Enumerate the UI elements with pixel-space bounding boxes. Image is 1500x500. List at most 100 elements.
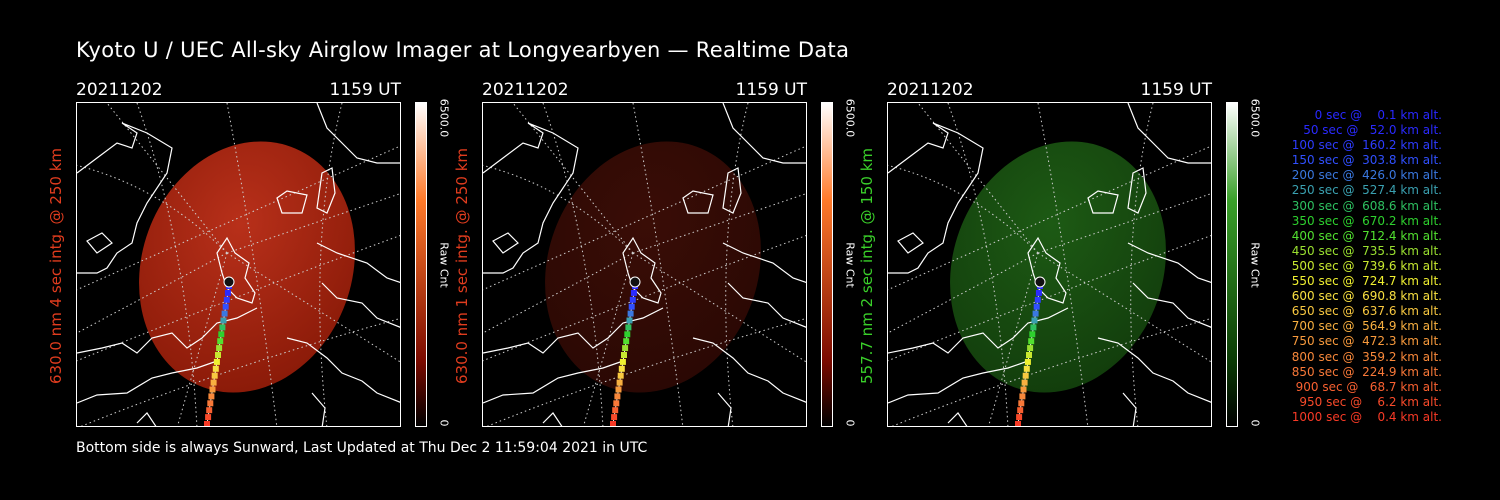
trajectory-point xyxy=(611,414,618,421)
launch-site-marker xyxy=(1034,276,1046,288)
trajectory-point xyxy=(1026,352,1032,358)
coastline xyxy=(321,282,400,328)
grid-line xyxy=(77,252,228,334)
panel-time: 1159 UT xyxy=(329,80,402,100)
colorbar xyxy=(415,102,427,427)
coastline xyxy=(722,242,806,283)
trajectory-point xyxy=(615,386,622,393)
allsky-panel-630-4s: 20211202 1159 UT 630.0 nm 4 sec intg. @ 25… xyxy=(47,80,451,427)
coastline xyxy=(286,337,400,403)
grid-line xyxy=(917,103,1039,254)
trajectory-point xyxy=(209,386,216,393)
trajectory-point xyxy=(612,407,619,414)
trajectory-point xyxy=(614,393,621,400)
coastline xyxy=(492,232,519,254)
launch-site-marker xyxy=(629,276,641,288)
airglow-field xyxy=(545,141,761,393)
legend-entry: 350 sec @ 670.2 km alt. xyxy=(1287,213,1442,228)
page-title: Kyoto U / UEC All-sky Airglow Imager at … xyxy=(76,38,850,62)
legend-entry: 300 sec @ 608.6 km alt. xyxy=(1287,198,1442,213)
coastline xyxy=(888,122,984,274)
legend-entry: 600 sec @ 690.8 km alt. xyxy=(1287,289,1442,304)
grid-line xyxy=(512,103,634,254)
trajectory-point xyxy=(623,338,630,345)
legend-entry: 500 sec @ 739.6 km alt. xyxy=(1287,258,1442,273)
coastline xyxy=(1097,337,1211,403)
trajectory-point xyxy=(216,345,223,352)
legend-entry: 950 sec @ 6.2 km alt. xyxy=(1295,394,1442,409)
coastline xyxy=(1127,167,1147,214)
trajectory-point xyxy=(224,289,231,296)
coastline xyxy=(888,360,1029,404)
panel-time: 1159 UT xyxy=(735,80,808,100)
coastline xyxy=(717,392,732,426)
coastline xyxy=(136,412,157,426)
coastline xyxy=(722,103,806,164)
trajectory-point xyxy=(618,365,625,372)
trajectory-point xyxy=(1028,338,1035,345)
grid-line xyxy=(891,318,1211,426)
coastline xyxy=(622,236,662,304)
trajectory-point xyxy=(1018,400,1025,407)
rocket-trajectory-legend: 0 sec @ 0.1 km alt. 50 sec @ 52.0 km alt… xyxy=(1262,108,1442,425)
legend-entry: 200 sec @ 426.0 km alt. xyxy=(1287,168,1442,183)
legend-entry: 1000 sec @ 0.4 km alt. xyxy=(1291,409,1442,424)
grid-line xyxy=(1037,193,1211,254)
trajectory-point xyxy=(1015,421,1021,426)
trajectory-point xyxy=(1020,386,1027,393)
trajectory-point xyxy=(628,303,635,310)
trajectory-point xyxy=(616,379,623,386)
trajectory-point xyxy=(211,372,218,379)
legend-entry: 900 sec @ 68.7 km alt. xyxy=(1291,379,1442,394)
coastline xyxy=(311,392,326,426)
trajectory-point xyxy=(621,352,627,358)
trajectory-point xyxy=(1027,345,1034,352)
grid-line xyxy=(1037,252,1211,363)
trajectory-point xyxy=(626,317,633,324)
airglow-field xyxy=(950,141,1166,393)
coastline xyxy=(1122,392,1137,426)
allsky-image xyxy=(76,102,401,427)
coastline xyxy=(542,412,563,426)
trajectory-point xyxy=(1032,310,1039,317)
coastline xyxy=(483,122,579,274)
colorbar xyxy=(821,102,833,427)
coastline xyxy=(316,167,336,214)
grid-line xyxy=(136,103,198,426)
trajectory-point xyxy=(1031,317,1038,324)
trajectory-point xyxy=(1021,379,1028,386)
trajectory-point xyxy=(629,296,636,303)
trajectory-point xyxy=(1030,324,1037,331)
trajectory-point xyxy=(1022,372,1029,379)
trajectory-point xyxy=(218,331,225,338)
coastline xyxy=(216,236,256,304)
grid-line xyxy=(888,235,1211,362)
footer-note: Bottom side is always Sunward, Last Upda… xyxy=(76,440,648,456)
trajectory-point xyxy=(204,421,210,426)
coastline xyxy=(77,122,173,274)
coastline xyxy=(316,103,400,164)
coastline xyxy=(1127,103,1211,164)
coastline xyxy=(77,360,218,404)
coastline xyxy=(897,232,924,254)
coastline xyxy=(1027,236,1067,304)
legend-entry: 700 sec @ 564.9 km alt. xyxy=(1287,319,1442,334)
coastline xyxy=(692,337,806,403)
trajectory-point xyxy=(213,358,220,365)
coastline xyxy=(316,242,400,283)
grid-line xyxy=(888,252,1039,334)
trajectory-point xyxy=(1029,331,1036,338)
grid-line xyxy=(583,252,634,426)
trajectory-point xyxy=(207,400,214,407)
trajectory-point xyxy=(223,296,230,303)
colorbar xyxy=(1226,102,1238,427)
grid-line xyxy=(106,103,228,254)
allsky-image xyxy=(482,102,807,427)
grid-line xyxy=(632,193,806,254)
trajectory-point xyxy=(212,365,219,372)
grid-line xyxy=(947,103,1009,426)
grid-line xyxy=(725,103,749,426)
grid-line xyxy=(483,252,634,334)
trajectory-point xyxy=(625,324,632,331)
legend-entry: 250 sec @ 527.4 km alt. xyxy=(1287,183,1442,198)
